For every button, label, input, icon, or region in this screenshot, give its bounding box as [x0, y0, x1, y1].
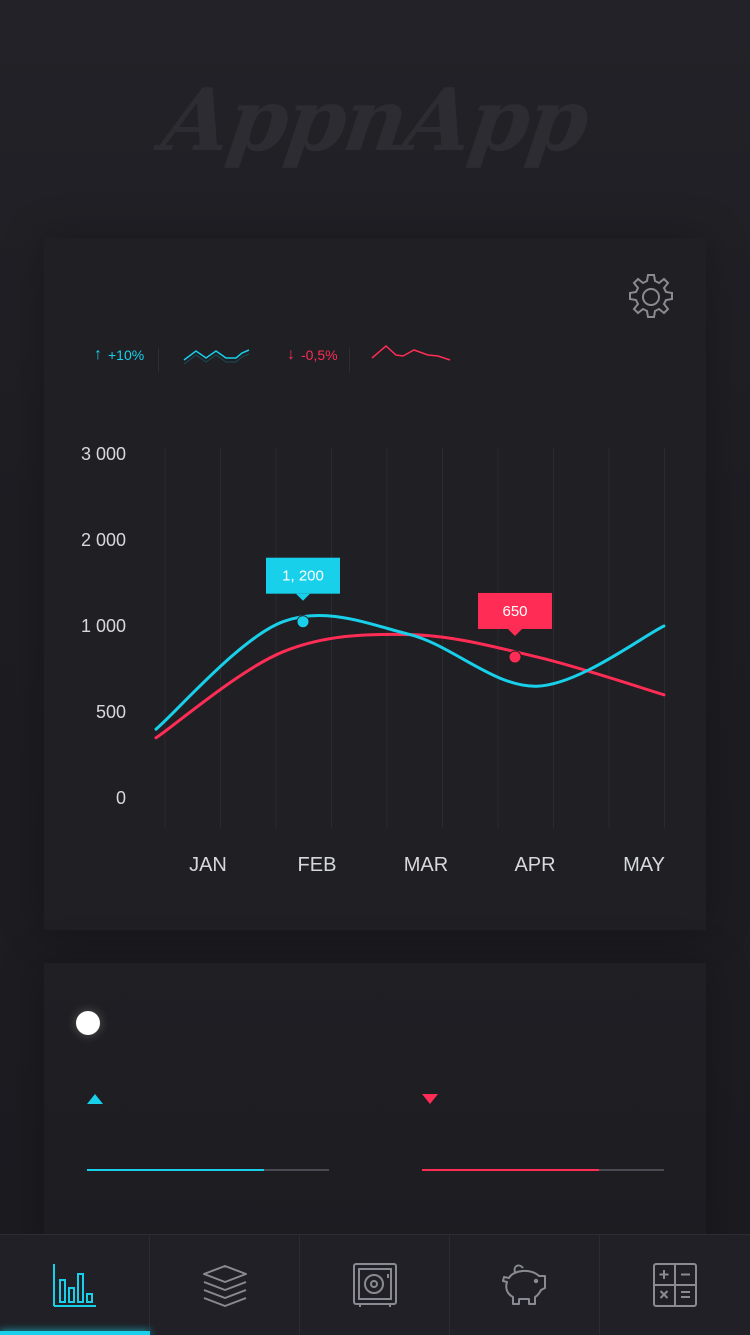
y-tick-label: 500	[96, 702, 126, 722]
progress-down-fill	[422, 1169, 599, 1171]
toggle-dot[interactable]	[76, 1011, 100, 1035]
divider	[349, 348, 350, 372]
summary-card	[44, 963, 706, 1263]
x-tick-label: FEB	[298, 854, 337, 876]
trend-up: ↑ +10%	[94, 346, 144, 364]
tooltip-box	[266, 557, 340, 594]
x-tick-label: MAR	[404, 854, 448, 876]
sparkline-up-icon	[183, 349, 250, 365]
tab-layers[interactable]	[150, 1235, 300, 1335]
progress-up-fill	[87, 1169, 264, 1171]
tooltip-pointer	[508, 628, 522, 636]
line-chart: 3 000 2 000 1 000 500 0 JAN FEB MAR APR MAY 1, 200…	[81, 444, 666, 876]
arrow-up-icon: ↑	[94, 346, 102, 363]
y-tick-label: 1 000	[81, 616, 126, 636]
y-tick-label: 2 000	[81, 530, 126, 550]
progress-up-track	[87, 1169, 329, 1171]
tab-safe[interactable]	[300, 1235, 450, 1335]
trend-down: ↓ -0,5%	[287, 346, 338, 364]
y-tick-label: 0	[116, 788, 126, 808]
data-point	[508, 650, 522, 664]
tooltip-label: 650	[502, 603, 527, 620]
data-point	[296, 615, 310, 629]
chart-card: ↑ +10% ↓ -0,5% 3 000 2 000 1 000 500 0 JAN FEB…	[44, 238, 706, 930]
sparkline-down-icon	[371, 345, 451, 361]
gear-icon[interactable]	[626, 272, 676, 322]
app-logo: AppnApp	[156, 70, 594, 171]
layers-icon	[202, 1265, 247, 1307]
trend-down-label: -0,5%	[301, 347, 338, 363]
x-tick-label: APR	[514, 854, 555, 876]
safe-icon	[352, 1263, 397, 1307]
y-tick-label: 3 000	[81, 444, 126, 464]
tab-bar	[0, 1234, 750, 1335]
x-tick-label: MAY	[623, 854, 665, 876]
tooltip-pointer	[296, 593, 310, 601]
tab-calculator[interactable]	[600, 1235, 750, 1335]
tab-savings[interactable]	[450, 1235, 600, 1335]
increase-triangle-icon	[87, 1094, 103, 1104]
bar-chart-icon	[52, 1264, 96, 1307]
decrease-triangle-icon	[422, 1094, 438, 1104]
series-line	[154, 614, 666, 731]
x-tick-label: JAN	[189, 854, 227, 876]
divider	[158, 348, 159, 372]
calculator-icon	[653, 1263, 697, 1307]
tab-statistics[interactable]	[0, 1235, 150, 1335]
progress-down-track	[422, 1169, 664, 1171]
tooltip-label: 1, 200	[282, 568, 324, 585]
series-line	[154, 632, 666, 740]
piggy-bank-icon	[501, 1264, 546, 1305]
tooltip-box	[478, 592, 552, 629]
arrow-down-icon: ↓	[287, 346, 295, 363]
trend-up-label: +10%	[108, 347, 145, 363]
